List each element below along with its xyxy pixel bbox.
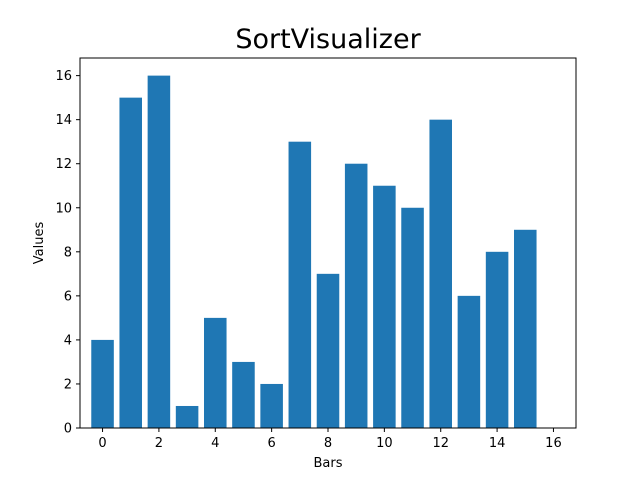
y-axis-ticks: 0 2 4 6 8 10 12 14 16 <box>55 69 80 437</box>
x-tick-label: 8 <box>324 436 332 451</box>
x-axis-ticks: 0 2 4 6 8 10 12 14 16 <box>98 428 562 451</box>
x-axis-label: Bars <box>313 456 342 471</box>
bar-11 <box>401 207 424 428</box>
bar-8 <box>316 273 340 428</box>
bar-2 <box>147 75 171 428</box>
bar-13 <box>457 295 481 428</box>
y-tick-label: 16 <box>55 69 72 84</box>
x-tick-label: 6 <box>267 436 275 451</box>
bar-14 <box>485 251 509 428</box>
bar-5 <box>232 361 255 428</box>
plot-frame <box>79 57 577 429</box>
y-tick-label: 14 <box>55 113 72 128</box>
bar-1 <box>119 97 142 429</box>
bar-0 <box>91 339 114 428</box>
x-tick-label: 12 <box>432 436 449 451</box>
x-tick-label: 4 <box>211 436 219 451</box>
bar-3 <box>175 405 199 428</box>
x-tick-label: 14 <box>489 436 506 451</box>
bar-10 <box>373 185 396 428</box>
bar-6 <box>260 383 283 428</box>
chart-title: SortVisualizer <box>235 24 421 55</box>
x-tick-label: 2 <box>155 436 163 451</box>
x-tick-label: 16 <box>545 436 562 451</box>
y-tick-label: 10 <box>55 201 72 216</box>
y-tick-label: 4 <box>64 333 72 348</box>
bar-15 <box>514 229 537 428</box>
y-tick-label: 0 <box>64 422 72 437</box>
bar-12 <box>429 119 452 429</box>
x-tick-label: 10 <box>376 436 393 451</box>
y-tick-label: 8 <box>64 245 72 260</box>
y-tick-label: 6 <box>64 289 72 304</box>
x-tick-label: 0 <box>98 436 106 451</box>
y-tick-label: 12 <box>55 157 72 172</box>
bar-9 <box>344 163 368 428</box>
bars-group <box>91 75 537 429</box>
bar-4 <box>204 317 227 428</box>
y-tick-label: 2 <box>64 377 72 392</box>
y-axis-label: Values <box>32 222 47 265</box>
bar-7 <box>288 141 312 428</box>
